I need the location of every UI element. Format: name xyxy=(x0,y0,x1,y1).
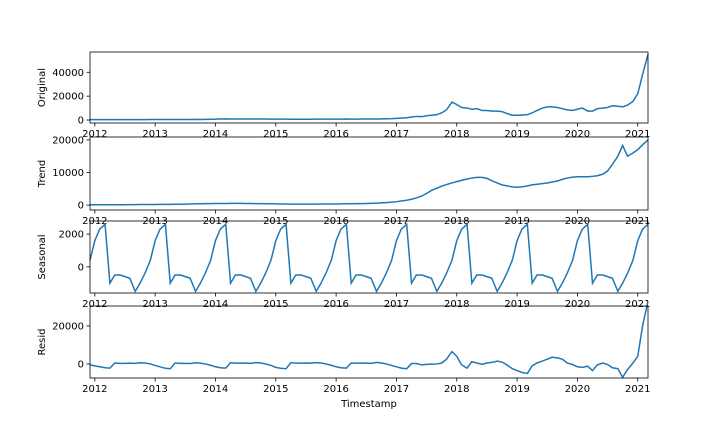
x-tick-label: 2017 xyxy=(384,299,409,310)
x-tick-label: 2020 xyxy=(565,216,590,227)
x-tick-label: 2018 xyxy=(444,384,469,395)
y-axis-label: Seasonal xyxy=(37,234,48,279)
x-tick-label: 2021 xyxy=(625,216,650,227)
y-axis-label: Resid xyxy=(37,329,48,356)
x-tick-label: 2021 xyxy=(625,384,650,395)
x-tick-label: 2012 xyxy=(82,129,107,140)
x-tick-label: 2021 xyxy=(625,129,650,140)
x-tick-label: 2013 xyxy=(142,299,167,310)
x-tick-label: 2013 xyxy=(142,129,167,140)
x-tick-label: 2015 xyxy=(263,384,288,395)
y-axis-label: Original xyxy=(37,68,48,107)
x-tick-label: 2017 xyxy=(384,129,409,140)
axes-frame xyxy=(89,51,649,124)
y-tick-label: 0 xyxy=(78,262,84,273)
x-tick-label: 2012 xyxy=(82,216,107,227)
x-tick-label: 2016 xyxy=(323,384,348,395)
x-tick-label: 2014 xyxy=(203,129,228,140)
x-tick-label: 2020 xyxy=(565,299,590,310)
x-tick-label: 2019 xyxy=(504,384,529,395)
x-tick-label: 2021 xyxy=(625,299,650,310)
x-tick-label: 2014 xyxy=(203,216,228,227)
x-tick-label: 2017 xyxy=(384,216,409,227)
x-tick-label: 2016 xyxy=(323,299,348,310)
y-tick-label: 20000 xyxy=(52,92,84,103)
y-tick-label: 10000 xyxy=(52,168,84,179)
axes-frame xyxy=(89,136,649,211)
x-tick-label: 2013 xyxy=(142,216,167,227)
x-tick-label: 2012 xyxy=(82,299,107,310)
y-tick-label: 0 xyxy=(78,359,84,370)
x-tick-label: 2016 xyxy=(323,216,348,227)
x-tick-label: 2015 xyxy=(263,129,288,140)
x-tick-label: 2017 xyxy=(384,384,409,395)
x-tick-label: 2014 xyxy=(203,384,228,395)
x-tick-label: 2019 xyxy=(504,299,529,310)
x-tick-label: 2015 xyxy=(263,216,288,227)
x-tick-label: 2015 xyxy=(263,299,288,310)
y-tick-label: 40000 xyxy=(52,68,84,79)
axes-frame xyxy=(89,220,649,294)
y-tick-label: 0 xyxy=(78,201,84,212)
x-tick-label: 2020 xyxy=(565,384,590,395)
x-axis-label: Timestamp xyxy=(340,399,397,410)
line xyxy=(90,139,649,206)
line xyxy=(90,54,649,121)
y-tick-label: 0 xyxy=(78,116,84,127)
y-tick-label: 20000 xyxy=(52,321,84,332)
x-tick-label: 2019 xyxy=(504,216,529,227)
x-tick-label: 2019 xyxy=(504,129,529,140)
y-tick-label: 2000 xyxy=(59,230,84,241)
x-tick-label: 2018 xyxy=(444,129,469,140)
x-tick-label: 2013 xyxy=(142,384,167,395)
x-tick-label: 2016 xyxy=(323,129,348,140)
x-tick-label: 2012 xyxy=(82,384,107,395)
x-tick-label: 2018 xyxy=(444,299,469,310)
x-tick-label: 2018 xyxy=(444,216,469,227)
line xyxy=(89,222,649,294)
line xyxy=(89,301,649,379)
y-axis-label: Trend xyxy=(37,160,48,188)
axes-frame xyxy=(89,305,649,379)
x-tick-label: 2014 xyxy=(203,299,228,310)
y-tick-label: 20000 xyxy=(52,135,84,146)
x-tick-label: 2020 xyxy=(565,129,590,140)
